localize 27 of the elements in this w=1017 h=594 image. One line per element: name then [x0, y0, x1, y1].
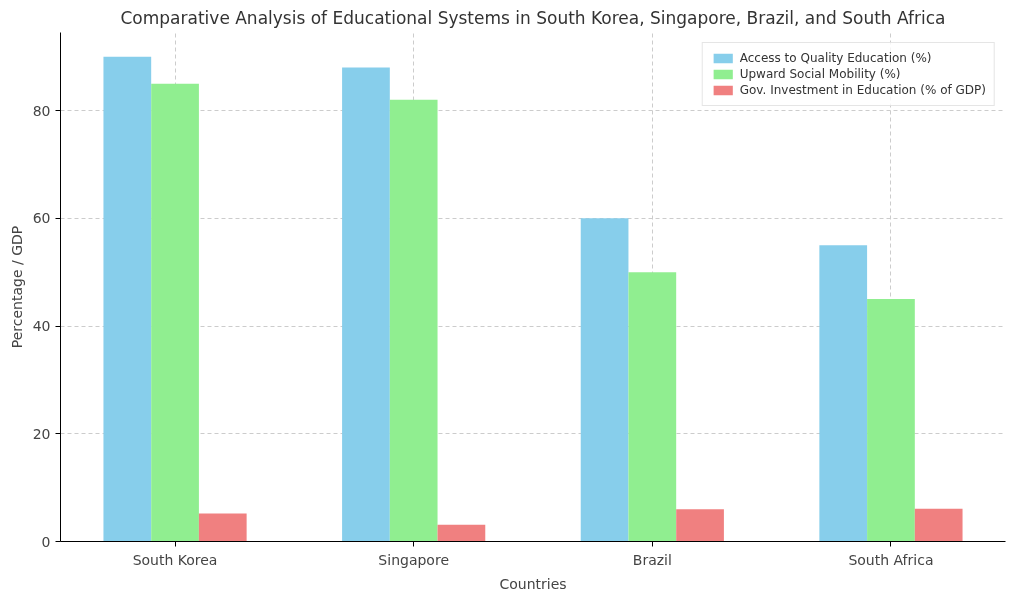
- y-tick-label: 40: [32, 318, 51, 335]
- legend-label: Upward Social Mobility (%): [739, 67, 901, 81]
- bar: [342, 67, 390, 542]
- bar: [103, 56, 152, 542]
- bar: [198, 513, 247, 542]
- bar: [580, 218, 629, 542]
- bar: [628, 272, 677, 542]
- bar: [819, 245, 868, 542]
- y-tick-label: 0: [41, 533, 51, 550]
- x-tick-label: South Africa: [848, 551, 934, 568]
- bar: [151, 83, 199, 542]
- y-tick-label: 80: [32, 102, 51, 119]
- y-tick-label: 20: [32, 425, 51, 442]
- x-axis-title: Countries: [499, 575, 567, 592]
- bar: [914, 508, 963, 542]
- bar: [676, 509, 724, 542]
- legend-label: Gov. Investment in Education (% of GDP): [739, 83, 986, 97]
- legend-label: Access to Quality Education (%): [739, 51, 932, 65]
- chart-title: Comparative Analysis of Educational Systems in South Korea, Singapore, Brazil, and South Africa: [120, 7, 946, 28]
- x-tick-label: Singapore: [378, 551, 450, 568]
- y-tick-label: 60: [32, 210, 51, 227]
- y-axis-title: Percentage / GDP: [8, 225, 25, 349]
- bar: [389, 99, 438, 542]
- bar: [867, 299, 915, 542]
- x-tick-label: Brazil: [632, 551, 672, 568]
- bar: [437, 524, 486, 542]
- x-tick-label: South Korea: [132, 551, 218, 568]
